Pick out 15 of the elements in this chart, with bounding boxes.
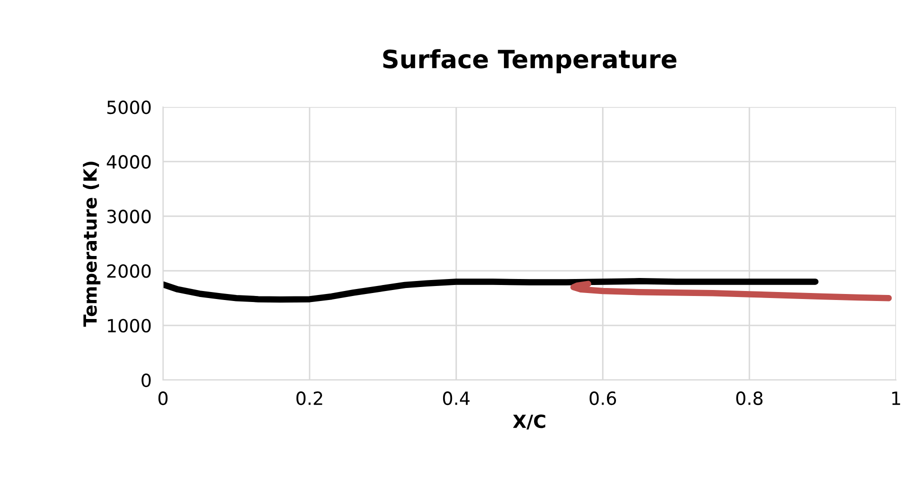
x-tick-label: 0.2 xyxy=(296,391,322,406)
chart-title: Surface Temperature xyxy=(383,49,676,74)
y-tick-label: 0 xyxy=(142,373,151,388)
x-tick-label: 0.8 xyxy=(736,391,763,406)
y-tick-label: 1000 xyxy=(108,318,151,333)
y-tick-label: 2000 xyxy=(107,264,151,278)
y-axis-title: Temperature (K) xyxy=(82,162,100,327)
x-tick-label: 0.4 xyxy=(443,391,470,406)
x-tick-label: 1 xyxy=(892,392,900,405)
y-tick-label: 4000 xyxy=(106,155,151,169)
x-axis-title: X/C xyxy=(512,414,546,430)
x-tick-label: 0 xyxy=(158,391,168,406)
y-tick-label: 3000 xyxy=(107,210,151,224)
x-tick-label: 0.6 xyxy=(590,391,616,406)
y-tick-label: 5000 xyxy=(107,100,151,114)
